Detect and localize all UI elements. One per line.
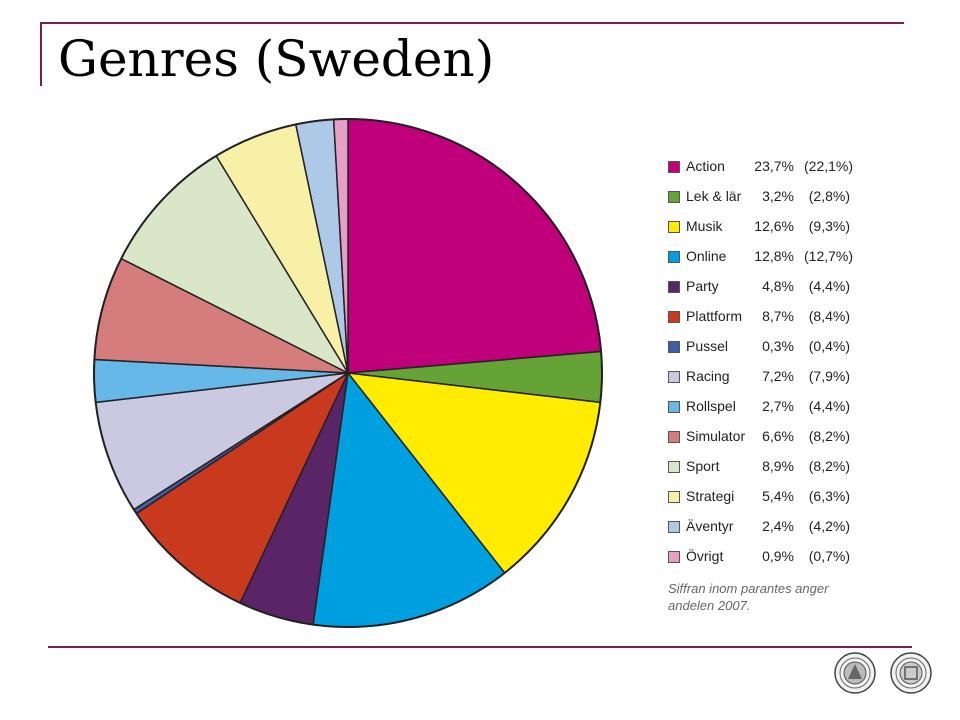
legend-previous-value: (9,3%) <box>808 218 850 234</box>
legend-row: Party 4,8% (4,4%) <box>668 278 868 308</box>
legend-swatch <box>668 251 680 263</box>
legend-label: Sport <box>686 458 720 474</box>
legend-label: Racing <box>686 368 730 384</box>
legend-label: Action <box>686 158 725 174</box>
legend-swatch <box>668 311 680 323</box>
legend-label: Strategi <box>686 488 735 504</box>
legend-previous-value: (8,2%) <box>808 428 850 444</box>
legend-value: 8,7% <box>762 308 794 324</box>
legend-previous-value: (0,7%) <box>808 548 850 564</box>
legend-row: Musik 12,6% (9,3%) <box>668 218 868 248</box>
legend-row: Strategi 5,4% (6,3%) <box>668 488 868 518</box>
legend-swatch <box>668 221 680 233</box>
legend-swatch <box>668 191 680 203</box>
legend-label: Äventyr <box>686 518 734 534</box>
genre-pie-chart <box>93 118 603 628</box>
legend-value: 0,3% <box>762 338 794 354</box>
legend-value: 7,2% <box>762 368 794 384</box>
legend-row: Plattform 8,7% (8,4%) <box>668 308 868 338</box>
legend-row: Action 23,7% (22,1%) <box>668 158 868 188</box>
legend-previous-value: (8,2%) <box>808 458 850 474</box>
legend-label: Pussel <box>686 338 729 354</box>
pie-outline <box>93 118 603 628</box>
legend-value: 5,4% <box>762 488 794 504</box>
legend-value: 23,7% <box>754 158 794 174</box>
legend-previous-value: (12,7%) <box>804 248 854 264</box>
legend-row: Sport 8,9% (8,2%) <box>668 458 868 488</box>
legend-swatch <box>668 401 680 413</box>
legend-label: Rollspel <box>686 398 736 414</box>
legend-label: Övrigt <box>686 548 724 564</box>
legend-swatch <box>668 461 680 473</box>
legend-value: 2,7% <box>762 398 794 414</box>
legend-value: 0,9% <box>762 548 794 564</box>
legend-value: 2,4% <box>762 518 794 534</box>
legend-row: Racing 7,2% (7,9%) <box>668 368 868 398</box>
legend-previous-value: (4,4%) <box>808 398 850 414</box>
legend-row: Online 12,8% (12,7%) <box>668 248 868 278</box>
legend-label: Party <box>686 278 719 294</box>
legend-row: Äventyr 2,4% (4,2%) <box>668 518 868 548</box>
legend-swatch <box>668 341 680 353</box>
pie-slice-0 <box>347 118 602 374</box>
legend-swatch <box>668 371 680 383</box>
frame-left-rule <box>40 22 42 86</box>
legend-label: Musik <box>686 218 723 234</box>
legend-value: 12,6% <box>754 218 794 234</box>
legend-swatch <box>668 431 680 443</box>
legend-label: Plattform <box>686 308 743 324</box>
legend-value: 8,9% <box>762 458 794 474</box>
chart-legend: Action 23,7% (22,1%) Lek & lär 3,2% (2,8%) Mus… <box>668 158 868 578</box>
legend-swatch <box>668 551 680 563</box>
university-seal-right-icon <box>890 652 932 694</box>
legend-row: Simulator 6,6% (8,2%) <box>668 428 868 458</box>
university-seal-left-icon <box>834 652 876 694</box>
legend-value: 6,6% <box>762 428 794 444</box>
legend-swatch <box>668 281 680 293</box>
legend-label: Lek & lär <box>686 188 742 204</box>
legend-previous-value: (4,2%) <box>808 518 850 534</box>
legend-previous-value: (2,8%) <box>808 188 850 204</box>
frame-top-rule <box>40 22 904 24</box>
legend-swatch <box>668 161 680 173</box>
legend-previous-value: (6,3%) <box>808 488 850 504</box>
legend-previous-value: (7,9%) <box>808 368 850 384</box>
legend-label: Simulator <box>686 428 746 444</box>
legend-previous-value: (22,1%) <box>804 158 854 174</box>
slide-title: Genres (Sweden) <box>58 30 495 88</box>
frame-bottom-rule <box>48 646 912 648</box>
legend-swatch <box>668 491 680 503</box>
legend-row: Övrigt 0,9% (0,7%) <box>668 548 868 578</box>
legend-row: Pussel 0,3% (0,4%) <box>668 338 868 368</box>
legend-label: Online <box>686 248 727 264</box>
legend-value: 4,8% <box>762 278 794 294</box>
legend-previous-value: (0,4%) <box>808 338 850 354</box>
legend-row: Rollspel 2,7% (4,4%) <box>668 398 868 428</box>
legend-previous-value: (8,4%) <box>808 308 850 324</box>
legend-value: 12,8% <box>754 248 794 264</box>
legend-swatch <box>668 521 680 533</box>
legend-row: Lek & lär 3,2% (2,8%) <box>668 188 868 218</box>
chart-note: Siffran inom parantes anger andelen 2007… <box>668 581 829 613</box>
legend-previous-value: (4,4%) <box>808 278 850 294</box>
legend-value: 3,2% <box>762 188 794 204</box>
